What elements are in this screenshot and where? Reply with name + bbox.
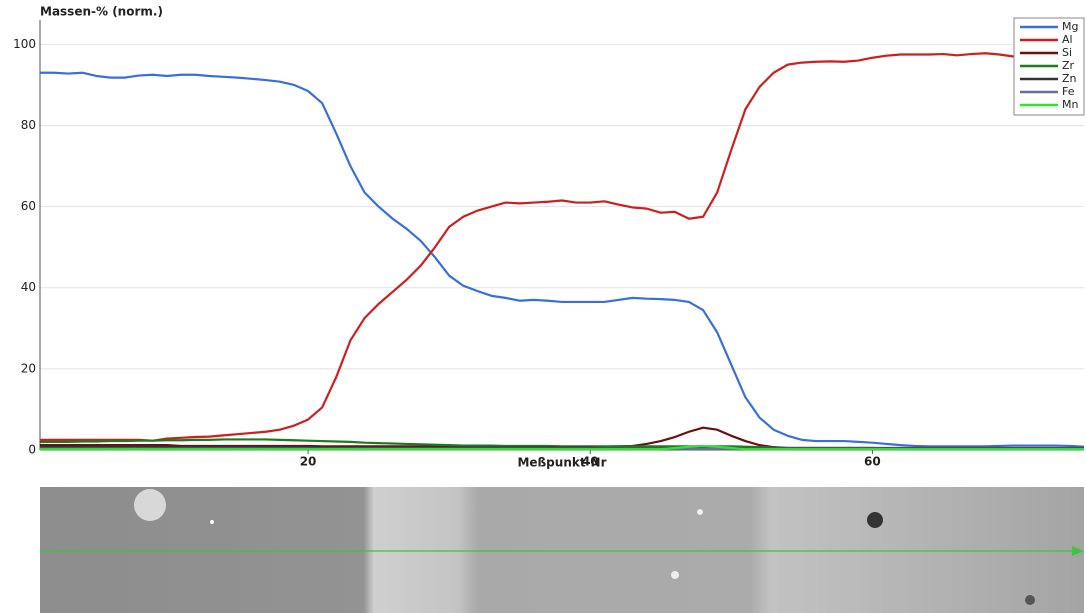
x-tick-label: 60 [864,455,881,469]
legend-label: Al [1062,33,1073,46]
legend-label: Mn [1062,98,1078,111]
legend-label: Zr [1062,59,1075,72]
sem-particle [134,489,166,521]
chart: Massen-% (norm.) Meßpunkt-Nr 02040608010… [0,0,1086,613]
legend-label: Zn [1062,72,1077,85]
sem-particle [697,509,703,515]
x-tick-label: 40 [582,455,599,469]
sem-background [40,487,1084,613]
y-tick-label: 40 [21,280,36,294]
sem-pore [867,512,883,528]
y-tick-label: 80 [21,118,36,132]
sem-pore [1025,595,1035,605]
y-tick-label: 0 [28,443,36,457]
y-tick-label: 60 [21,199,36,213]
chart-title: Massen-% (norm.) [40,5,163,19]
page: {"chart_data": {"type": "line", "title":… [0,0,1086,613]
sem-particle [671,571,679,579]
sem-particle [210,520,214,524]
legend-label: Si [1062,46,1072,59]
sem-image [40,487,1084,613]
series-line [40,50,1084,440]
y-tick-label: 20 [21,361,36,375]
legend-label: Mg [1062,20,1078,33]
series-line [40,73,1084,447]
y-tick-label: 100 [13,37,36,51]
x-tick-label: 20 [300,455,317,469]
legend-label: Fe [1062,85,1075,98]
